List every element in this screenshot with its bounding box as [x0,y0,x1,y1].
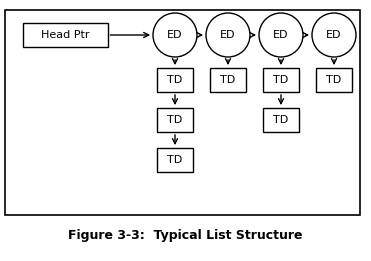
Ellipse shape [259,13,303,57]
Ellipse shape [206,13,250,57]
Bar [263,68,299,92]
Text: Figure 3-3:  Typical List Structure: Figure 3-3: Typical List Structure [68,228,303,241]
Text: TD: TD [167,155,183,165]
Text: TD: TD [326,75,342,85]
Bar [263,108,299,132]
Bar [157,148,193,172]
Ellipse shape [312,13,356,57]
Bar [210,68,246,92]
Text: ED: ED [167,30,183,40]
Ellipse shape [153,13,197,57]
Bar [157,68,193,92]
Text: TD: TD [167,75,183,85]
Bar [5,10,360,215]
Text: ED: ED [326,30,342,40]
Text: TD: TD [220,75,236,85]
Bar [316,68,352,92]
Bar [157,108,193,132]
Text: ED: ED [220,30,236,40]
Text: TD: TD [167,115,183,125]
Bar [23,23,108,47]
Text: Head Ptr: Head Ptr [41,30,89,40]
Text: TD: TD [273,75,289,85]
Text: TD: TD [273,115,289,125]
Text: ED: ED [273,30,289,40]
